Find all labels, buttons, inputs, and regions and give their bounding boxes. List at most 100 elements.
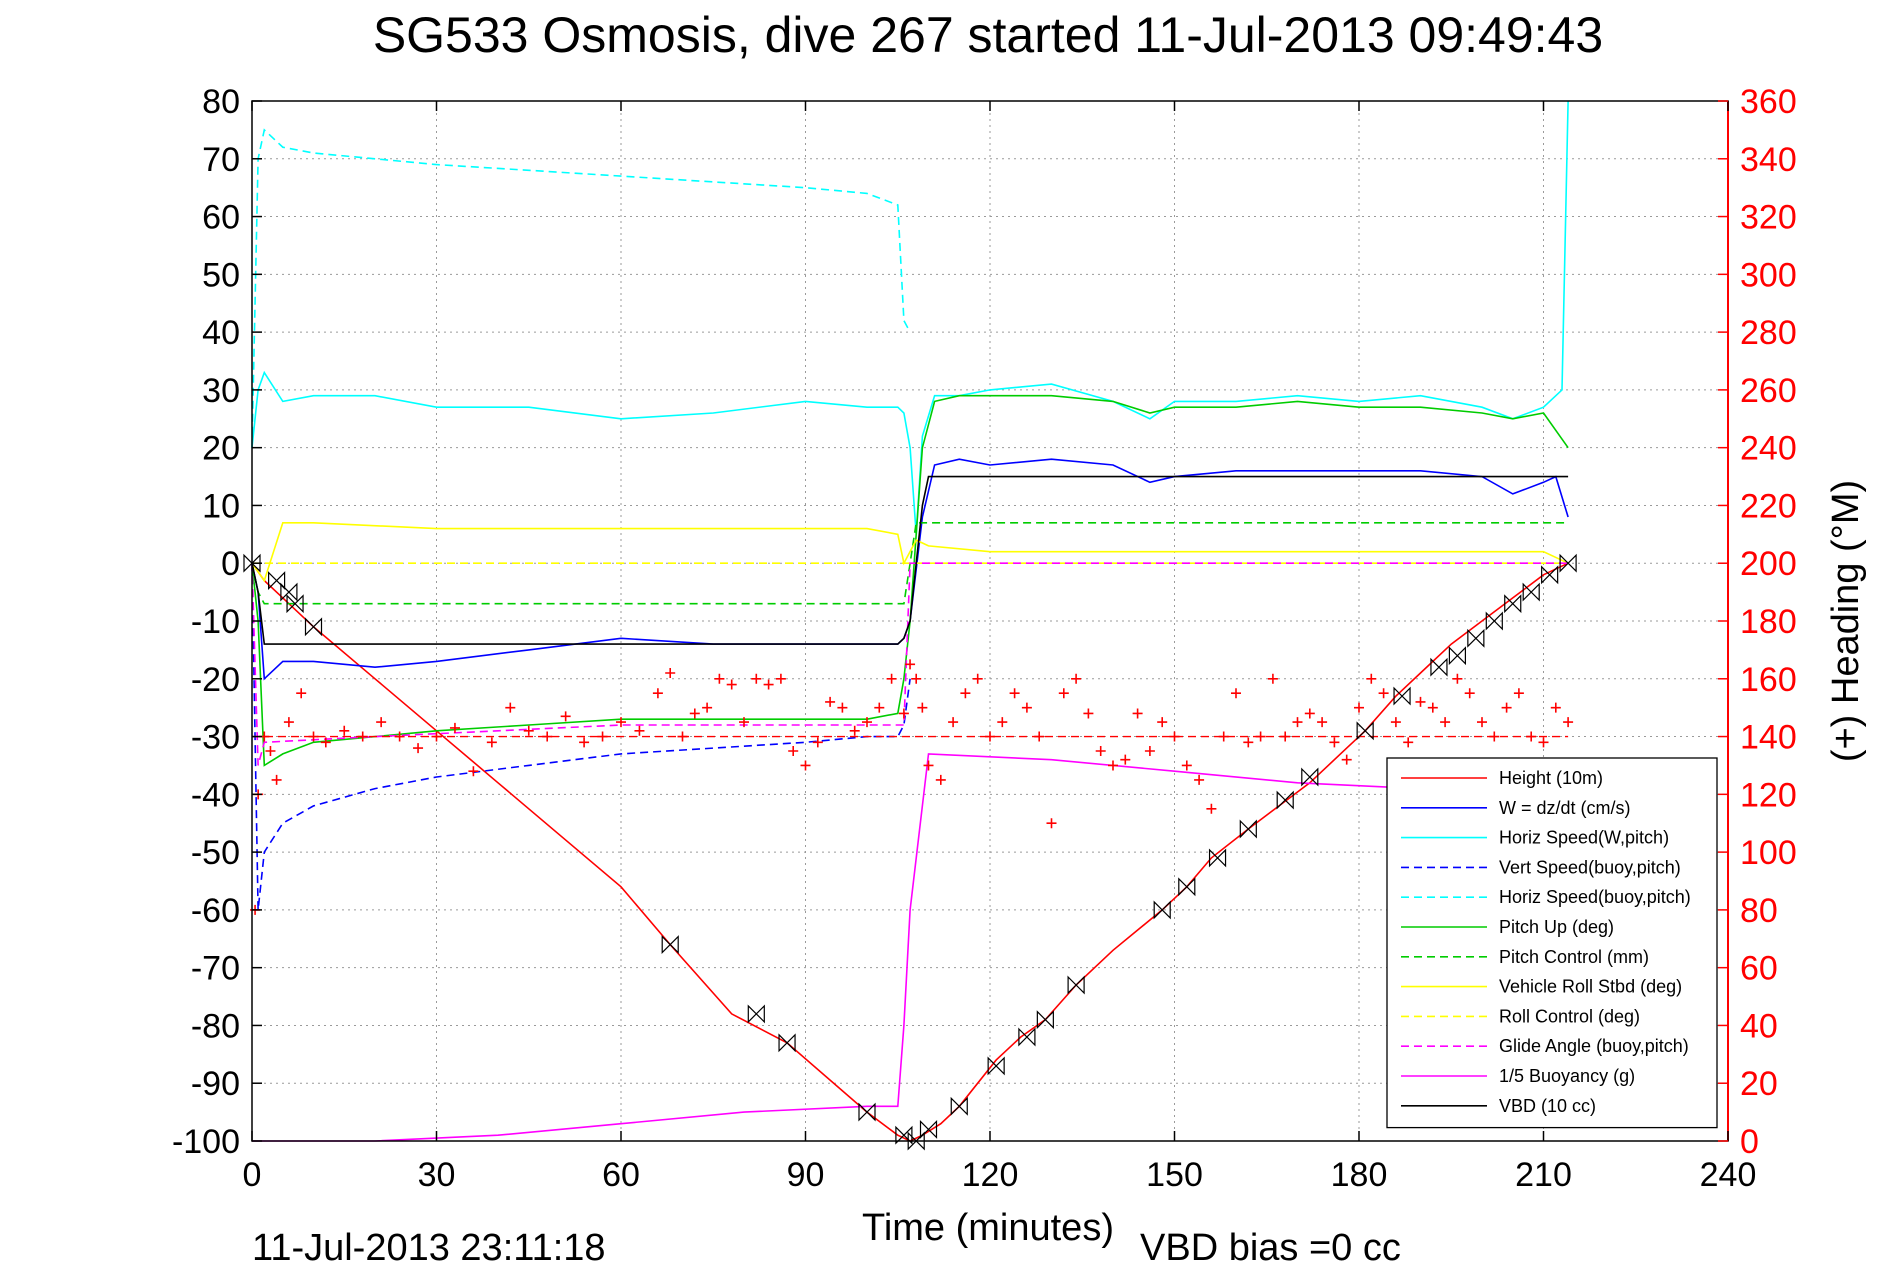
heading-point (376, 717, 387, 728)
series-line-1 (251, 458, 1569, 681)
heading-point (1231, 688, 1241, 699)
right-tick-label: 220 (1740, 487, 1797, 525)
heading-point (1255, 731, 1266, 742)
y-tick-label: -80 (191, 1007, 240, 1045)
heading-point (1194, 774, 1205, 785)
pressure-marker (280, 582, 298, 602)
heading-point (1095, 746, 1106, 756)
pressure-marker (1485, 611, 1503, 631)
heading-point (296, 688, 307, 699)
heading-point (339, 725, 350, 736)
heading-point (1329, 737, 1340, 748)
right-tick-label: 260 (1740, 372, 1797, 410)
heading-point (714, 673, 725, 684)
series-line-4 (251, 128, 911, 448)
y-tick-label: 30 (202, 372, 240, 410)
heading-point (357, 731, 368, 742)
right-tick-label: 120 (1740, 776, 1797, 814)
heading-point (1058, 688, 1069, 699)
pressure-marker (919, 1119, 938, 1139)
legend-box (1386, 757, 1718, 1129)
heading-point (394, 731, 405, 742)
y-tick-label: 50 (202, 256, 240, 294)
heading-point (1292, 717, 1303, 728)
heading-point (1440, 717, 1451, 728)
heading-point (1169, 731, 1180, 742)
heading-point (616, 717, 626, 728)
chart-title: SG533 Osmosis, dive 267 started 11-Jul-2… (373, 7, 1603, 63)
pressure-marker (747, 1004, 765, 1024)
right-tick-label: 320 (1740, 199, 1797, 237)
heading-point (1513, 688, 1524, 699)
heading-point (849, 725, 860, 736)
series-line-5 (251, 394, 1569, 767)
heading-point (271, 774, 282, 785)
heading-point (775, 673, 786, 684)
heading-point (1009, 688, 1020, 699)
heading-point (1489, 731, 1500, 742)
heading-point (1181, 760, 1192, 771)
heading-point (1120, 754, 1131, 765)
heading-point (1108, 760, 1118, 771)
heading-point (1403, 737, 1414, 748)
heading-point (523, 725, 534, 736)
x-tick-label: 120 (962, 1156, 1019, 1194)
pressure-markers (243, 553, 1577, 1151)
heading-point (898, 708, 909, 719)
pressure-marker (1153, 900, 1171, 920)
legend-entry: Height (10m) (1499, 768, 1603, 788)
pressure-marker (1018, 1027, 1036, 1047)
pressure-marker (1559, 553, 1577, 573)
pressure-marker (1522, 582, 1540, 602)
heading-point (911, 673, 922, 684)
heading-point (1526, 731, 1537, 742)
pressure-marker (778, 1033, 796, 1053)
heading-point (960, 688, 971, 699)
heading-point (1415, 696, 1426, 707)
x-tick-label: 60 (602, 1156, 640, 1194)
heading-point (923, 760, 934, 771)
legend-entry: Pitch Up (deg) (1499, 917, 1614, 937)
heading-point (486, 737, 497, 748)
pressure-marker (1301, 767, 1319, 787)
heading-point (837, 702, 848, 713)
pressure-marker (1356, 721, 1374, 741)
y-tick-label: 70 (202, 141, 240, 179)
heading-point (726, 679, 737, 690)
pressure-marker (286, 594, 304, 614)
y-tick-label: -60 (191, 892, 240, 930)
heading-point (308, 731, 319, 742)
right-tick-label: 40 (1740, 1007, 1778, 1045)
x-tick-label: 180 (1331, 1156, 1388, 1194)
right-tick-label: 100 (1740, 834, 1797, 872)
heading-point (1083, 708, 1094, 719)
series-line-11 (251, 475, 1569, 645)
heading-point (652, 688, 663, 699)
right-tick-label: 300 (1740, 256, 1797, 294)
y-tick-label: -30 (191, 719, 240, 757)
legend: Height (10m) W = dz/dt (cm/s) Horiz Speed(… (1386, 757, 1718, 1129)
heading-point (431, 731, 442, 742)
x-tick-label: 0 (243, 1156, 262, 1194)
pressure-marker (950, 1096, 968, 1116)
pressure-marker (1178, 877, 1196, 897)
heading-point (997, 717, 1008, 728)
y-tick-label: 0 (221, 545, 240, 583)
x-tick-label: 30 (418, 1156, 456, 1194)
y-tick-label: 60 (202, 199, 240, 237)
heading-point (560, 711, 571, 722)
y-tick-label: -90 (191, 1065, 240, 1103)
right-tick-label: 0 (1740, 1123, 1759, 1161)
heading-point (320, 737, 331, 748)
heading-point (1390, 717, 1401, 728)
pressure-marker (1036, 1010, 1054, 1030)
heading-point (689, 708, 700, 719)
footer-date: 11-Jul-2013 23:11:18 (252, 1227, 606, 1262)
heading-point (985, 731, 995, 742)
heading-point (1157, 717, 1168, 728)
pressure-marker (268, 571, 286, 591)
heading-point (948, 717, 959, 728)
pressure-marker (243, 553, 261, 573)
heading-point (1477, 717, 1487, 728)
